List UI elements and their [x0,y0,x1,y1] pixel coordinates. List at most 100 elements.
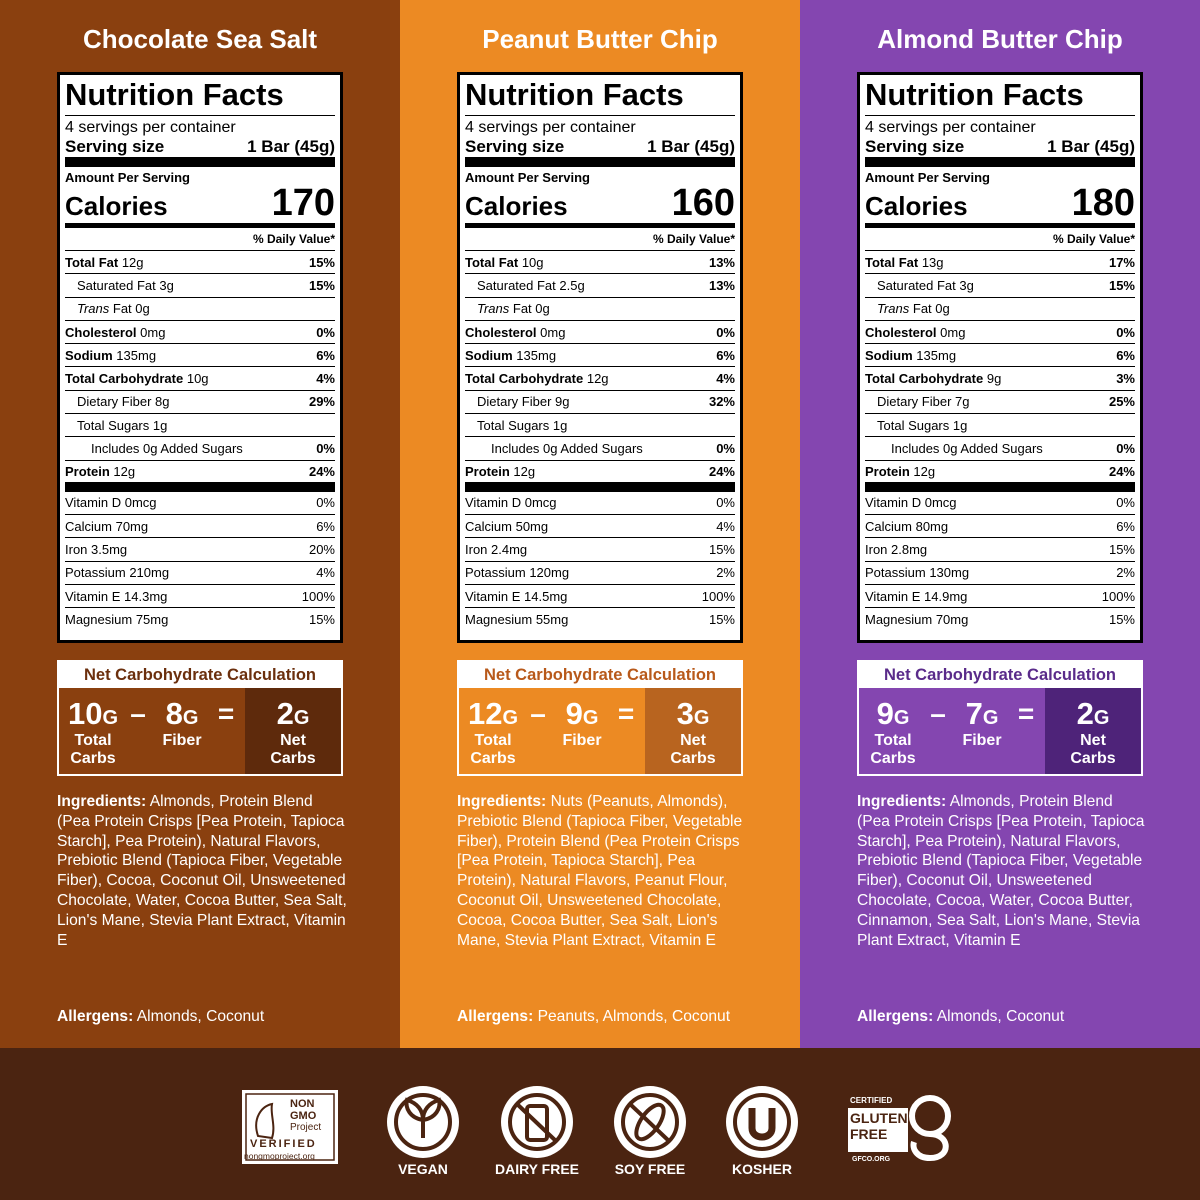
nutrition-label: Nutrition Facts 4 servings per container S… [57,72,343,643]
nutrient-row: Sodium 135mg 6% [465,344,735,368]
vitamin-dv: 15% [708,541,735,557]
nutrient: Includes 0g Added Sugars [91,441,243,456]
vitamin-name: Iron [865,541,888,557]
nutrition-label: Nutrition Facts 4 servings per container S… [857,72,1143,643]
net-carb-unit: G [1093,707,1110,729]
net-carb-label: Net Carbs [670,732,716,767]
nutrient-row: Total Fat 10g 13% [465,251,735,275]
nutrient-dv: 0% [316,441,335,457]
vitamin-amount: 70mg [115,518,149,534]
vitamin: Iron 3.5mg [65,542,127,557]
nutrient: Total Carbohydrate 10g [65,371,209,386]
ingredients-label: Ingredients: [57,793,147,810]
non-gmo-badge [242,1090,338,1164]
vitamin: Vitamin D 0mcg [465,495,557,510]
nutrient-amount: 1g [952,417,968,433]
net-carb-value: 9 [876,696,894,731]
vitamin-dv: 4% [316,565,335,581]
nutrient-row: Trans Fat 0g [865,298,1135,321]
servings: 4 servings per container [65,119,236,136]
vitamin-amount: 3.5mg [91,541,128,557]
vitamin-dv: 2% [716,565,735,581]
vitamin-row: Magnesium 70mg 15% [865,608,1135,631]
vitamin-dv: 6% [316,518,335,534]
vitamin-row: Calcium 70mg 6% [65,515,335,539]
non-gmo-frame [245,1093,335,1161]
nutrient: Trans Fat 0g [477,301,550,316]
nutrient-row: Includes 0g Added Sugars 0% [465,437,735,461]
net-carb-operator: = [1017,698,1035,729]
nutrient: Total Fat 13g [865,255,944,270]
non-gmo-line3: Project [290,1122,322,1133]
vitamin-name: Calcium [65,518,112,534]
vitamin-name: Calcium [865,518,912,534]
vitamin: Calcium 70mg [65,519,148,534]
flavor-title: Peanut Butter Chip [482,24,718,54]
nutrient-amount: 12g [113,463,136,479]
vitamin-row: Vitamin E 14.5mg 100% [465,585,735,609]
net-carb-unit: G [182,707,199,729]
vitamin: Vitamin D 0mcg [865,495,957,510]
net-carb-value: 9 [565,696,583,731]
nutrient-row: Total Carbohydrate 12g 4% [465,367,735,391]
net-carb-value: 7 [965,696,983,731]
allergens-label: Allergens: [57,1008,134,1025]
net-carb-number: 8G [149,696,215,732]
vitamin-amount: 50mg [515,518,549,534]
vitamin-name: Potassium [465,565,526,581]
nutrient-name: Total Sugars [477,417,550,433]
nutrient-row: Protein 12g 24% [865,461,1135,492]
nutrient-amount: 1g [552,417,568,433]
label-title: Nutrition Facts [465,75,735,116]
nutrient: Dietary Fiber 8g [77,394,170,409]
net-carb-fiber: 8G Fiber [149,688,215,774]
label-title: Nutrition Facts [865,75,1135,116]
nutrient: Includes 0g Added Sugars [491,441,643,456]
nutrient-amount: 12g [513,463,536,479]
nutrient-dv: 15% [1108,277,1135,293]
nutrient-row: Total Sugars 1g [465,414,735,438]
nutrient-amount: 135mg [116,347,157,363]
allergens: Allergens: Almonds, Coconut [857,1008,1064,1026]
nutrient-row: Dietary Fiber 8g 29% [65,391,335,415]
amount-per-serving: Amount Per Serving [865,170,990,185]
vitamin-dv: 15% [308,612,335,628]
nutrient-name: Includes 0g Added Sugars [491,441,643,457]
vitamin-name: Potassium [865,565,926,581]
calories-row: Calories 180 [865,184,1135,228]
vitamin: Iron 2.4mg [465,542,527,557]
flavor-column: Chocolate Sea Salt Nutrition Facts 4 servi… [0,0,400,1048]
non-gmo-line1: NON [290,1098,315,1110]
nutrient-dv: 15% [308,277,335,293]
vitamin: Magnesium 70mg [865,612,968,627]
nutrient-amount: 3g [959,277,974,293]
vitamin: Calcium 80mg [865,519,948,534]
vitamin-amount: 14.5mg [524,588,568,604]
flavor-column: Almond Butter Chip Nutrition Facts 4 servi… [800,0,1200,1048]
net-carb-number: 9G [549,696,615,732]
ingredients-label: Ingredients: [857,793,947,810]
vitamin-amount: 70mg [935,612,969,628]
vitamin-dv: 6% [1116,518,1135,534]
vitamin-name: Vitamin E [65,588,121,604]
vitamin-dv: 15% [708,612,735,628]
net-carb-box: Net Carbohydrate Calculation 12G Total Car… [457,660,743,776]
nutrient-row: Saturated Fat 3g 15% [65,274,335,298]
nutrient: Dietary Fiber 7g [877,394,970,409]
vitamin-amount: 14.9mg [924,588,968,604]
gluten-free-url: GFCO.ORG [852,1156,891,1163]
nutrition-label: Nutrition Facts 4 servings per container S… [457,72,743,643]
nutrient-amount: 9g [986,371,1002,387]
ingredients: Ingredients: Almonds, Protein Blend (Pea… [57,792,349,950]
net-carb-operator: = [217,698,235,729]
nutrient-dv: 6% [716,347,735,363]
vitamin-dv: 20% [308,541,335,557]
nutrient: Cholesterol 0mg [465,325,565,340]
vitamin-name: Iron [65,541,88,557]
ingredients-text: Almonds, Protein Blend (Pea Protein Cris… [57,793,347,949]
vitamin: Vitamin E 14.9mg [865,589,967,604]
nutrient-name: Total Carbohydrate [865,371,984,387]
nutrient-name: Includes 0g Added Sugars [91,441,243,457]
nutrient-dv: 4% [316,371,335,387]
